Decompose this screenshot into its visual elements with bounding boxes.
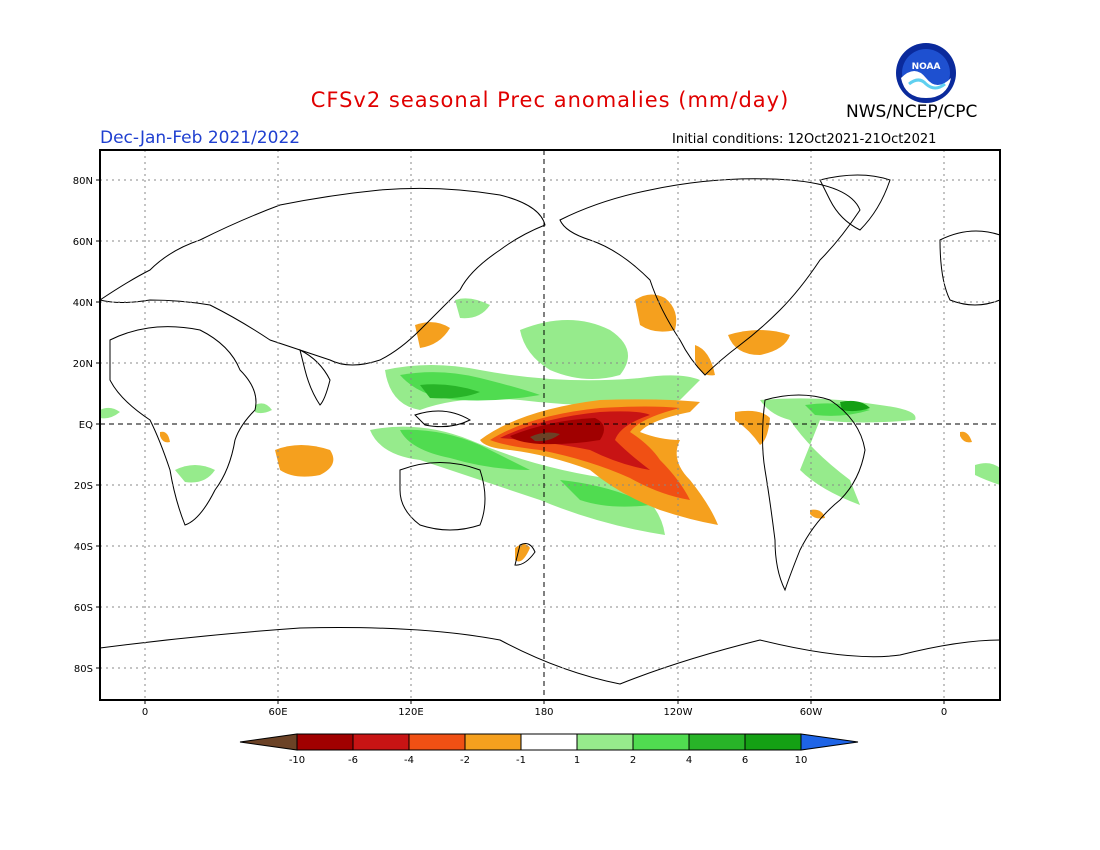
colorbar-swatch (352, 733, 410, 751)
colorbar-swatch (744, 733, 802, 751)
colorbar-low-arrow (239, 733, 298, 751)
lat-label: 80S (74, 664, 93, 675)
lat-label: 40N (73, 298, 93, 309)
lon-label: 0 (142, 707, 148, 718)
lat-label: 20S (74, 481, 93, 492)
lat-label: 40S (74, 542, 93, 553)
initial-conditions-label: Initial conditions: 12Oct2021-21Oct2021 (672, 132, 937, 147)
colorbar-swatch (520, 733, 578, 751)
longitude-labels: 0 60E 120E 180 120W 60W 0 (142, 707, 947, 718)
lon-label: 0 (941, 707, 947, 718)
colorbar-swatch (688, 733, 746, 751)
lon-label: 60E (268, 707, 287, 718)
colorbar-swatch (296, 733, 354, 751)
coastlines (98, 174, 1001, 685)
colorbar-high-arrow (800, 733, 859, 751)
noaa-logo: NOAA (896, 43, 956, 103)
colorbar-label: 4 (686, 755, 692, 766)
organization-label: NWS/NCEP/CPC (846, 102, 978, 122)
colorbar-label: -1 (516, 755, 526, 766)
colorbar-label: -10 (289, 755, 305, 766)
lon-label: 60W (800, 707, 823, 718)
colorbar-label: 1 (574, 755, 580, 766)
colorbar-label: -6 (348, 755, 358, 766)
colorbar-label: 2 (630, 755, 636, 766)
colorbar: -10 -6 -4 -2 -1 1 2 4 6 10 (239, 733, 859, 766)
colorbar-swatch (464, 733, 522, 751)
colorbar-swatch (576, 733, 634, 751)
latitude-labels: 80N 60N 40N 20N EQ 20S 40S 60S 80S (73, 176, 93, 675)
noaa-logo-text: NOAA (912, 62, 941, 72)
lat-label: EQ (79, 420, 93, 431)
colorbar-swatch (408, 733, 466, 751)
colorbar-label: 6 (742, 755, 748, 766)
lat-label: 20N (73, 359, 93, 370)
map-title: CFSv2 seasonal Prec anomalies (mm/day) (310, 88, 790, 112)
lon-label: 180 (534, 707, 553, 718)
colorbar-label: -4 (404, 755, 414, 766)
anomaly-shading (100, 294, 1000, 562)
lon-label: 120W (664, 707, 693, 718)
colorbar-swatch (632, 733, 690, 751)
colorbar-label: 10 (795, 755, 808, 766)
lat-label: 60N (73, 237, 93, 248)
graticule (100, 150, 1000, 700)
equator-dateline (100, 150, 1000, 700)
season-label: Dec-Jan-Feb 2021/2022 (100, 128, 301, 148)
lat-label: 80N (73, 176, 93, 187)
lat-label: 60S (74, 603, 93, 614)
map-frame (99, 149, 1001, 701)
lon-label: 120E (398, 707, 423, 718)
colorbar-label: -2 (460, 755, 470, 766)
